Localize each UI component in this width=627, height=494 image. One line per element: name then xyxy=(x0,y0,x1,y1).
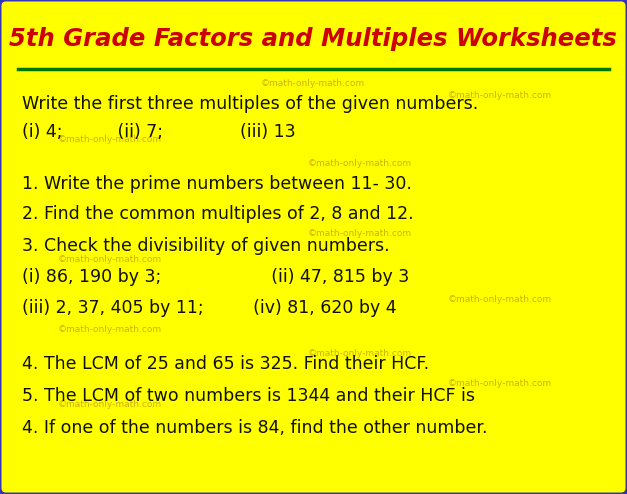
Text: 4. If one of the numbers is 84, find the other number.: 4. If one of the numbers is 84, find the… xyxy=(22,419,488,437)
Text: ©math-only-math.com: ©math-only-math.com xyxy=(58,134,162,143)
Text: ©math-only-math.com: ©math-only-math.com xyxy=(58,254,162,263)
Text: ©math-only-math.com: ©math-only-math.com xyxy=(58,400,162,409)
Text: ©math-only-math.com: ©math-only-math.com xyxy=(308,230,412,239)
Text: (i) 86, 190 by 3;                    (ii) 47, 815 by 3: (i) 86, 190 by 3; (ii) 47, 815 by 3 xyxy=(22,268,409,286)
Text: 3. Check the divisibility of given numbers.: 3. Check the divisibility of given numbe… xyxy=(22,237,389,255)
Text: (i) 4;          (ii) 7;              (iii) 13: (i) 4; (ii) 7; (iii) 13 xyxy=(22,123,295,141)
Text: 5th Grade Factors and Multiples Worksheets: 5th Grade Factors and Multiples Workshee… xyxy=(9,27,617,51)
Text: Write the first three multiples of the given numbers.: Write the first three multiples of the g… xyxy=(22,95,478,113)
Text: ©math-only-math.com: ©math-only-math.com xyxy=(261,80,365,88)
Text: (iii) 2, 37, 405 by 11;         (iv) 81, 620 by 4: (iii) 2, 37, 405 by 11; (iv) 81, 620 by … xyxy=(22,299,397,317)
Text: 4. The LCM of 25 and 65 is 325. Find their HCF.: 4. The LCM of 25 and 65 is 325. Find the… xyxy=(22,355,429,373)
Text: ©math-only-math.com: ©math-only-math.com xyxy=(448,91,552,100)
Text: ©math-only-math.com: ©math-only-math.com xyxy=(308,349,412,359)
Text: 5. The LCM of two numbers is 1344 and their HCF is: 5. The LCM of two numbers is 1344 and th… xyxy=(22,387,475,405)
Text: ©math-only-math.com: ©math-only-math.com xyxy=(448,379,552,388)
Text: ©math-only-math.com: ©math-only-math.com xyxy=(308,160,412,168)
Text: ©math-only-math.com: ©math-only-math.com xyxy=(448,294,552,303)
Text: 1. Write the prime numbers between 11- 30.: 1. Write the prime numbers between 11- 3… xyxy=(22,175,412,193)
Text: 2. Find the common multiples of 2, 8 and 12.: 2. Find the common multiples of 2, 8 and… xyxy=(22,205,414,223)
Text: ©math-only-math.com: ©math-only-math.com xyxy=(58,325,162,333)
